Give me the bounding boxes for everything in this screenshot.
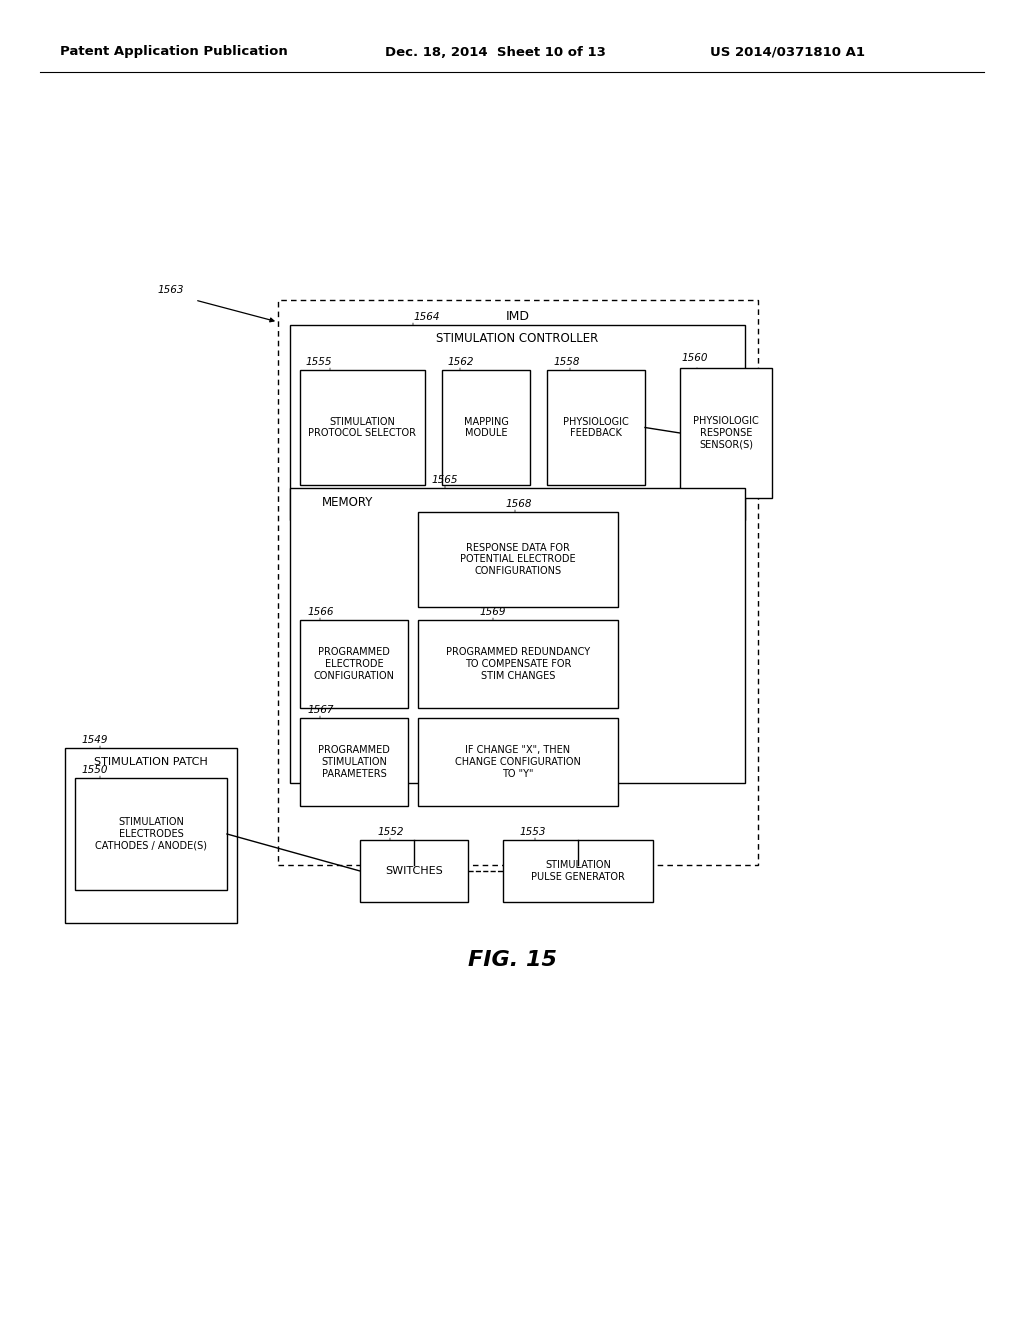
Bar — [442, 370, 530, 484]
Text: PHYSIOLOGIC
RESPONSE
SENSOR(S): PHYSIOLOGIC RESPONSE SENSOR(S) — [693, 416, 759, 450]
Text: PROGRAMMED REDUNDANCY
TO COMPENSATE FOR
STIM CHANGES: PROGRAMMED REDUNDANCY TO COMPENSATE FOR … — [445, 647, 590, 681]
Text: 1567: 1567 — [307, 705, 334, 715]
Text: RESPONSE DATA FOR
POTENTIAL ELECTRODE
CONFIGURATIONS: RESPONSE DATA FOR POTENTIAL ELECTRODE CO… — [460, 543, 575, 576]
Text: Dec. 18, 2014  Sheet 10 of 13: Dec. 18, 2014 Sheet 10 of 13 — [385, 45, 606, 58]
Text: 1565: 1565 — [432, 475, 459, 484]
Text: 1568: 1568 — [505, 499, 531, 510]
Bar — [418, 718, 618, 807]
Bar — [75, 777, 227, 890]
Text: PHYSIOLOGIC
FEEDBACK: PHYSIOLOGIC FEEDBACK — [563, 417, 629, 438]
Text: Patent Application Publication: Patent Application Publication — [60, 45, 288, 58]
Text: 1555: 1555 — [306, 356, 333, 367]
Text: 1560: 1560 — [682, 352, 709, 363]
Text: STIMULATION
PULSE GENERATOR: STIMULATION PULSE GENERATOR — [531, 861, 625, 882]
Text: 1553: 1553 — [520, 828, 547, 837]
Bar — [418, 512, 618, 607]
Text: FIG. 15: FIG. 15 — [468, 950, 556, 970]
Bar — [290, 488, 745, 783]
Text: 1549: 1549 — [82, 735, 109, 744]
Text: IMD: IMD — [506, 309, 530, 322]
Text: 1552: 1552 — [378, 828, 404, 837]
Text: 1562: 1562 — [449, 356, 474, 367]
Text: 1563: 1563 — [158, 285, 184, 294]
Text: SWITCHES: SWITCHES — [385, 866, 442, 876]
Bar — [418, 620, 618, 708]
Bar — [547, 370, 645, 484]
Text: STIMULATION
PROTOCOL SELECTOR: STIMULATION PROTOCOL SELECTOR — [308, 417, 417, 438]
Text: STIMULATION PATCH: STIMULATION PATCH — [94, 756, 208, 767]
Text: 1564: 1564 — [413, 312, 439, 322]
Text: 1558: 1558 — [553, 356, 580, 367]
Bar — [300, 718, 408, 807]
Text: PROGRAMMED
STIMULATION
PARAMETERS: PROGRAMMED STIMULATION PARAMETERS — [318, 746, 390, 779]
Text: 1566: 1566 — [307, 607, 334, 616]
Text: 1550: 1550 — [82, 766, 109, 775]
Text: STIMULATION CONTROLLER: STIMULATION CONTROLLER — [436, 333, 599, 346]
Text: PROGRAMMED
ELECTRODE
CONFIGURATION: PROGRAMMED ELECTRODE CONFIGURATION — [313, 647, 394, 681]
Bar — [503, 840, 653, 902]
Bar — [290, 325, 745, 520]
Bar — [680, 368, 772, 498]
Bar — [300, 370, 425, 484]
Text: IF CHANGE "X", THEN
CHANGE CONFIGURATION
TO "Y": IF CHANGE "X", THEN CHANGE CONFIGURATION… — [455, 746, 581, 779]
Bar — [278, 300, 758, 865]
Text: 1569: 1569 — [480, 607, 507, 616]
Bar — [360, 840, 468, 902]
Text: MAPPING
MODULE: MAPPING MODULE — [464, 417, 509, 438]
Bar — [65, 748, 237, 923]
Bar — [300, 620, 408, 708]
Text: US 2014/0371810 A1: US 2014/0371810 A1 — [710, 45, 865, 58]
Text: STIMULATION
ELECTRODES
CATHODES / ANODE(S): STIMULATION ELECTRODES CATHODES / ANODE(… — [95, 817, 207, 850]
Text: MEMORY: MEMORY — [323, 495, 374, 508]
